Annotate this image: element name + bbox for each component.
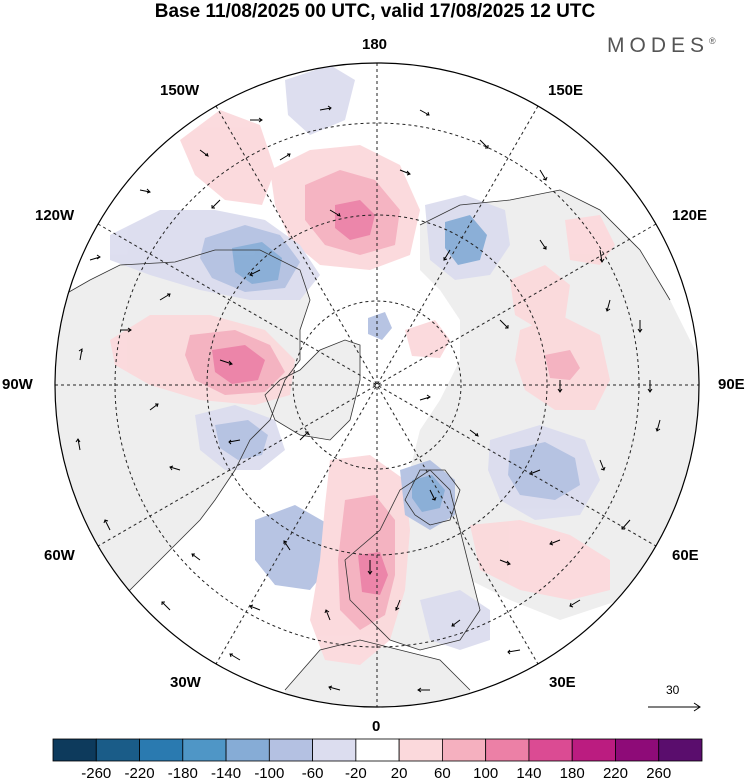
colorbar-tick-label: -20 xyxy=(345,765,367,782)
colorbar-swatch xyxy=(441,738,487,762)
anomaly-pacific-negative-top xyxy=(285,65,355,135)
anomaly-fields xyxy=(110,65,615,665)
label-180: 180 xyxy=(362,36,388,53)
coastlines xyxy=(55,189,671,691)
colorbar-swatch xyxy=(571,738,616,762)
colorbar-swatch xyxy=(139,738,184,762)
label-90w: 90W xyxy=(2,376,33,393)
label-150e: 150E xyxy=(548,82,584,99)
globe-outline xyxy=(54,62,700,708)
colorbar-swatch xyxy=(95,738,140,762)
anomaly-arctic-small-positive xyxy=(405,320,450,358)
colorbar-tick-label: 260 xyxy=(646,765,672,782)
anomaly-kazakh-positive xyxy=(470,520,610,600)
anomaly-bering-inner xyxy=(335,200,375,240)
anomaly-russia-core xyxy=(508,442,580,500)
coast-africa xyxy=(284,639,471,691)
vector-scale-arrow xyxy=(648,702,701,712)
anomaly-siberia-east-core xyxy=(545,350,580,380)
coast-asia xyxy=(419,189,671,301)
colorbar-swatch xyxy=(225,738,270,762)
label-120w: 120W xyxy=(35,207,75,224)
colorbar-tick-label: 20 xyxy=(390,765,408,782)
label-90e: 90E xyxy=(718,376,745,393)
anomaly-scandinavia-core xyxy=(412,475,445,512)
label-0: 0 xyxy=(372,718,381,735)
anomaly-north-pacific-positive xyxy=(180,110,275,205)
label-30e: 30E xyxy=(549,674,576,691)
colorbar-swatch xyxy=(615,738,660,762)
colorbar-swatch xyxy=(658,738,703,762)
anomaly-europe-inner xyxy=(358,552,388,595)
anomaly-atlantic-negative xyxy=(255,505,335,590)
vector-scale-label: 30 xyxy=(666,683,680,697)
label-150w: 150W xyxy=(160,82,200,99)
coast-greenland xyxy=(264,339,361,441)
colorbar-tick-label: 220 xyxy=(602,765,628,782)
colorbar-tick-label: -180 xyxy=(167,765,198,782)
colorbar-tick-label: 140 xyxy=(516,765,542,782)
colorbar-tick-label: 180 xyxy=(559,765,585,782)
label-120e: 120E xyxy=(672,207,708,224)
colorbar-swatch xyxy=(182,738,227,762)
label-30w: 30W xyxy=(170,674,201,691)
anomaly-labrador-core xyxy=(215,420,268,460)
colorbar-tick-label: -100 xyxy=(254,765,285,782)
colorbar-swatch xyxy=(398,738,443,762)
colorbar-tick-label: -140 xyxy=(211,765,242,782)
colorbar-tick-label: -60 xyxy=(301,765,324,782)
coast-scandinavia xyxy=(404,469,461,526)
anomaly-hudson-inner xyxy=(212,345,265,384)
wind-vectors xyxy=(75,105,661,693)
map-title: Base 11/08/2025 00 UTC, valid 17/08/2025… xyxy=(154,1,596,22)
anomaly-arctic-small-negative xyxy=(368,312,392,340)
meridians xyxy=(55,63,699,707)
colorbar-tick-label: -220 xyxy=(124,765,155,782)
brand-name: MODES xyxy=(607,34,710,57)
anomaly-central-siberia-positive xyxy=(510,265,570,330)
coast-europe xyxy=(344,469,481,651)
brand-mark: ® xyxy=(709,36,716,46)
anomaly-mediterranean-negative xyxy=(420,590,490,650)
colorbar-swatch xyxy=(528,738,573,762)
colorbar-swatch xyxy=(268,738,314,762)
anomaly-alaska-inner xyxy=(232,242,282,284)
colorbar-tick-label: 100 xyxy=(473,765,499,782)
label-60w: 60W xyxy=(44,547,75,564)
modes-logo: MODES® xyxy=(607,34,716,58)
colorbar-tick-label: 60 xyxy=(434,765,451,782)
colorbar-tick-label: -260 xyxy=(81,765,112,782)
label-60e: 60E xyxy=(672,547,699,564)
coast-north-america xyxy=(55,249,311,601)
colorbar-swatch xyxy=(52,738,97,762)
land-greenland xyxy=(265,340,360,440)
colorbar-swatch xyxy=(485,738,530,762)
colorbar xyxy=(52,738,703,762)
colorbar-swatch xyxy=(312,738,357,762)
colorbar-swatch xyxy=(355,738,400,762)
map-content xyxy=(55,65,699,707)
